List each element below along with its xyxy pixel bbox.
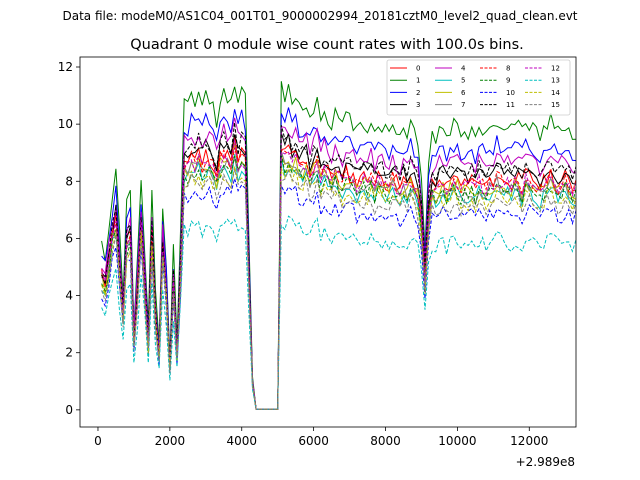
legend-label-4: 4 xyxy=(461,65,466,73)
chart-title: Quadrant 0 module wise count rates with … xyxy=(130,37,524,53)
legend-label-13: 13 xyxy=(551,77,560,85)
x-tick-label: 2000 xyxy=(155,434,186,448)
series-line-13 xyxy=(101,215,576,410)
y-tick-label: 6 xyxy=(65,231,73,245)
legend-label-9: 9 xyxy=(506,77,510,85)
legend-label-11: 11 xyxy=(506,101,515,109)
legend-label-0: 0 xyxy=(416,65,420,73)
legend-label-7: 7 xyxy=(461,101,465,109)
legend-label-5: 5 xyxy=(461,77,465,85)
axes-frame xyxy=(79,56,577,428)
x-tick-label: 4000 xyxy=(226,434,257,448)
series-line-1 xyxy=(101,81,576,410)
series-line-11 xyxy=(101,122,576,410)
x-tick-label: 12000 xyxy=(510,434,548,448)
legend-label-6: 6 xyxy=(461,89,466,97)
x-tick-label: 10000 xyxy=(438,434,476,448)
series-line-0 xyxy=(101,135,576,410)
y-tick-label: 2 xyxy=(65,346,73,360)
x-axis: 0 2000 4000 6000 8000 10000 12000 xyxy=(94,427,548,448)
legend-label-14: 14 xyxy=(551,89,560,97)
y-tick-label: 4 xyxy=(65,289,73,303)
y-tick-label: 8 xyxy=(65,174,73,188)
series-line-12 xyxy=(101,139,576,410)
legend-box xyxy=(386,59,571,116)
series-line-4 xyxy=(101,117,576,410)
x-tick-label: 6000 xyxy=(298,434,329,448)
series-line-8 xyxy=(101,147,576,410)
legend-label-2: 2 xyxy=(416,89,420,97)
y-tick-label: 0 xyxy=(65,403,73,417)
series-line-2 xyxy=(101,107,576,410)
series-line-14 xyxy=(101,164,576,410)
legend-label-1: 1 xyxy=(416,77,420,85)
chart-suptitle: Data file: modeM0/AS1C04_001T01_90000029… xyxy=(62,9,577,23)
y-tick-label: 10 xyxy=(58,117,73,131)
x-tick-label: 8000 xyxy=(370,434,401,448)
x-tick-label: 0 xyxy=(94,434,102,448)
legend-label-8: 8 xyxy=(506,65,510,73)
series-line-7 xyxy=(101,150,576,410)
x-offset-label: +2.989e8 xyxy=(516,455,575,469)
series-line-10 xyxy=(101,176,576,410)
legend-label-3: 3 xyxy=(416,101,420,109)
y-axis: 0 2 4 6 8 10 12 xyxy=(58,60,80,417)
series-layer xyxy=(101,81,576,410)
legend-label-12: 12 xyxy=(551,65,560,73)
legend-label-15: 15 xyxy=(551,101,560,109)
legend-label-10: 10 xyxy=(506,89,515,97)
y-tick-label: 12 xyxy=(58,60,73,74)
series-line-15 xyxy=(101,169,576,410)
